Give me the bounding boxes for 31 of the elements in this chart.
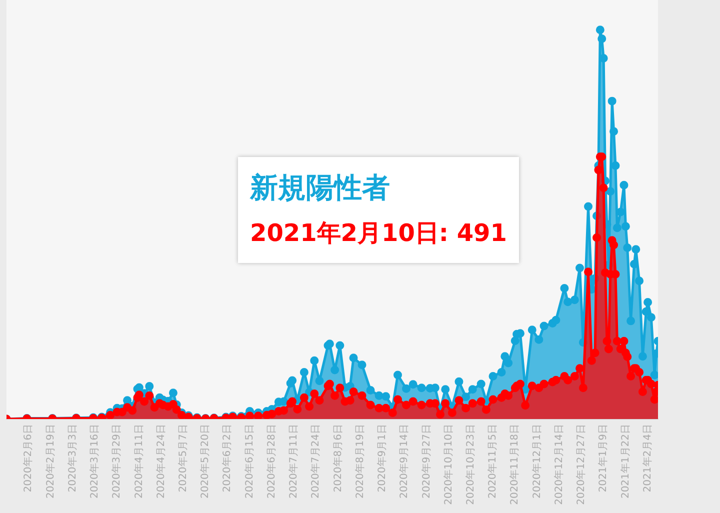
x-tick-label: 2020年5月7日 <box>177 424 189 492</box>
x-tick-label: 2021年1月22日 <box>619 424 632 499</box>
x-tick-label: 2020年9月14日 <box>398 424 410 499</box>
x-tick-label: 2020年6月28日 <box>265 424 278 499</box>
x-tick-label: 2020年2月6日 <box>22 424 34 492</box>
x-tick-label: 2020年7月24日 <box>310 424 322 499</box>
x-tick-label: 2021年2月4日 <box>641 424 654 492</box>
x-tick-label: 2020年8月19日 <box>354 424 366 499</box>
x-tick-label: 2020年3月3日 <box>66 424 78 492</box>
x-tick-label: 2020年5月20日 <box>199 424 212 499</box>
x-tick-label: 2020年6月15日 <box>243 424 256 499</box>
text: 新規陽性者 <box>250 170 391 206</box>
x-tick-label: 2020年6月2日 <box>221 424 234 492</box>
x-tick-label: 2020年12月14日 <box>552 424 565 505</box>
x-tick-label: 2020年7月11日 <box>288 424 300 499</box>
x-tick-label: 2020年3月16日 <box>88 424 101 499</box>
x-tick-label: 2020年4月11日 <box>132 424 145 499</box>
x-tick-label: 2020年3月29日 <box>110 424 123 499</box>
x-tick-label: 2020年11月18日 <box>508 424 521 505</box>
x-tick-label: 2020年11月5日 <box>486 424 499 499</box>
x-tick-label: 2020年4月24日 <box>154 424 167 499</box>
x-tick-label: 2020年9月1日 <box>376 424 388 492</box>
x-tick-label: 2020年8月6日 <box>332 424 344 492</box>
x-tick-label: 2020年9月27日 <box>420 424 432 499</box>
annotation: 2021年2月10日: 491 <box>250 218 507 248</box>
x-tick-label: 2020年12月27日 <box>575 424 588 505</box>
x-tick-label: 2020年10月23日 <box>464 424 476 505</box>
x-tick-label: 2021年1月9日 <box>597 424 610 492</box>
x-tick-label: 2020年10月10日 <box>442 424 454 505</box>
x-tick-label: 2020年12月1日 <box>530 424 543 499</box>
x-tick-label: 2020年2月19日 <box>44 424 56 499</box>
